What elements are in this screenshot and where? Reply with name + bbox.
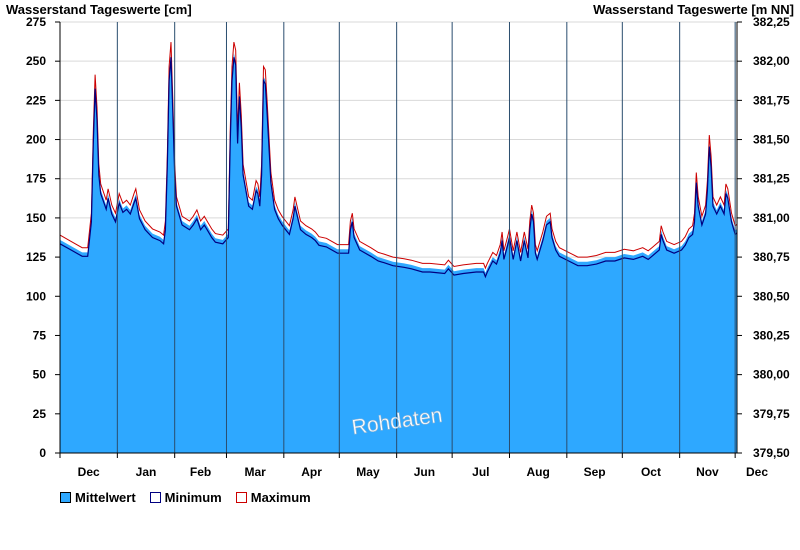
y-tick-label-right-6: 381,00: [753, 211, 790, 225]
y-tick-label-left-4: 100: [26, 289, 46, 303]
y-tick-label-left-5: 125: [26, 250, 46, 264]
series-minimum-line: [59, 57, 738, 279]
x-tick-label-1: Jan: [136, 465, 157, 479]
y-ticks-right: 379,50 379,75 380,00 380,25 380,50 380,75 381,…: [737, 15, 790, 460]
y-tick-label-right-10: 382,00: [753, 54, 790, 68]
y-tick-label-left-9: 225: [26, 93, 46, 107]
x-tick-label-10: Oct: [641, 465, 661, 479]
x-tick-label-6: Jun: [414, 465, 435, 479]
x-tick-label-12: Dec: [746, 465, 768, 479]
y-tick-label-left-1: 25: [33, 407, 47, 421]
series-mean-area: [60, 53, 737, 454]
y-tick-label-right-5: 380,75: [753, 250, 790, 264]
legend-item-minimum: Minimum: [149, 490, 222, 505]
x-tick-label-7: Jul: [472, 465, 489, 479]
x-ticks: Dec Jan Feb Mar Apr May Jun Jul Aug Sep Oct Nov Dec: [59, 453, 768, 479]
y-tick-label-left-8: 200: [26, 133, 46, 147]
y-tick-label-left-3: 75: [33, 328, 47, 342]
x-tick-label-11: Nov: [696, 465, 719, 479]
y-tick-label-right-3: 380,25: [753, 328, 790, 342]
y-tick-label-right-9: 381,75: [753, 93, 790, 107]
axes: [59, 22, 738, 454]
x-tick-label-2: Feb: [190, 465, 211, 479]
y-tick-label-right-8: 381,50: [753, 133, 790, 147]
x-tick-label-0: Dec: [78, 465, 100, 479]
legend-label-maximum: Maximum: [250, 490, 311, 505]
y-tick-label-left-7: 175: [26, 172, 46, 186]
series-maximum-line: [59, 41, 738, 270]
month-divider-lines: [116, 22, 736, 453]
y-tick-label-right-7: 381,25: [753, 172, 790, 186]
y-ticks-left: 0 25 50 75 100 125 150 175 200 225 250 275: [26, 15, 60, 460]
legend-item-mean: Mittelwert: [60, 490, 136, 505]
x-tick-label-9: Sep: [584, 465, 606, 479]
y-tick-label-left-2: 50: [33, 368, 47, 382]
series-areas: [59, 41, 738, 454]
y-tick-label-right-2: 380,00: [753, 368, 790, 382]
x-tick-label-5: May: [356, 465, 380, 479]
y-tick-label-left-11: 275: [26, 15, 46, 29]
y-tick-label-right-0: 379,50: [753, 446, 790, 460]
y-tick-label-right-4: 380,50: [753, 289, 790, 303]
y-tick-label-right-1: 379,75: [753, 407, 790, 421]
legend-label-mean: Mittelwert: [75, 490, 136, 505]
legend-swatch-mean: [60, 492, 71, 503]
legend-label-minimum: Minimum: [164, 490, 222, 505]
x-tick-label-3: Mar: [244, 465, 266, 479]
x-tick-label-4: Apr: [301, 465, 322, 479]
y-axis-label-right: Wasserstand Tageswerte [m NN]: [593, 2, 794, 17]
legend-item-maximum: Maximum: [235, 490, 311, 505]
legend-swatch-maximum: [235, 492, 247, 503]
y-axis-label-left: Wasserstand Tageswerte [cm]: [6, 2, 192, 17]
legend-swatch-minimum: [149, 492, 161, 503]
legend: Mittelwert Minimum Maximum: [60, 490, 311, 505]
x-tick-label-8: Aug: [526, 465, 549, 479]
y-tick-label-left-10: 250: [26, 54, 46, 68]
y-tick-label-left-6: 150: [26, 211, 46, 225]
y-tick-label-right-11: 382,25: [753, 15, 790, 29]
y-tick-label-left-0: 0: [39, 446, 46, 460]
